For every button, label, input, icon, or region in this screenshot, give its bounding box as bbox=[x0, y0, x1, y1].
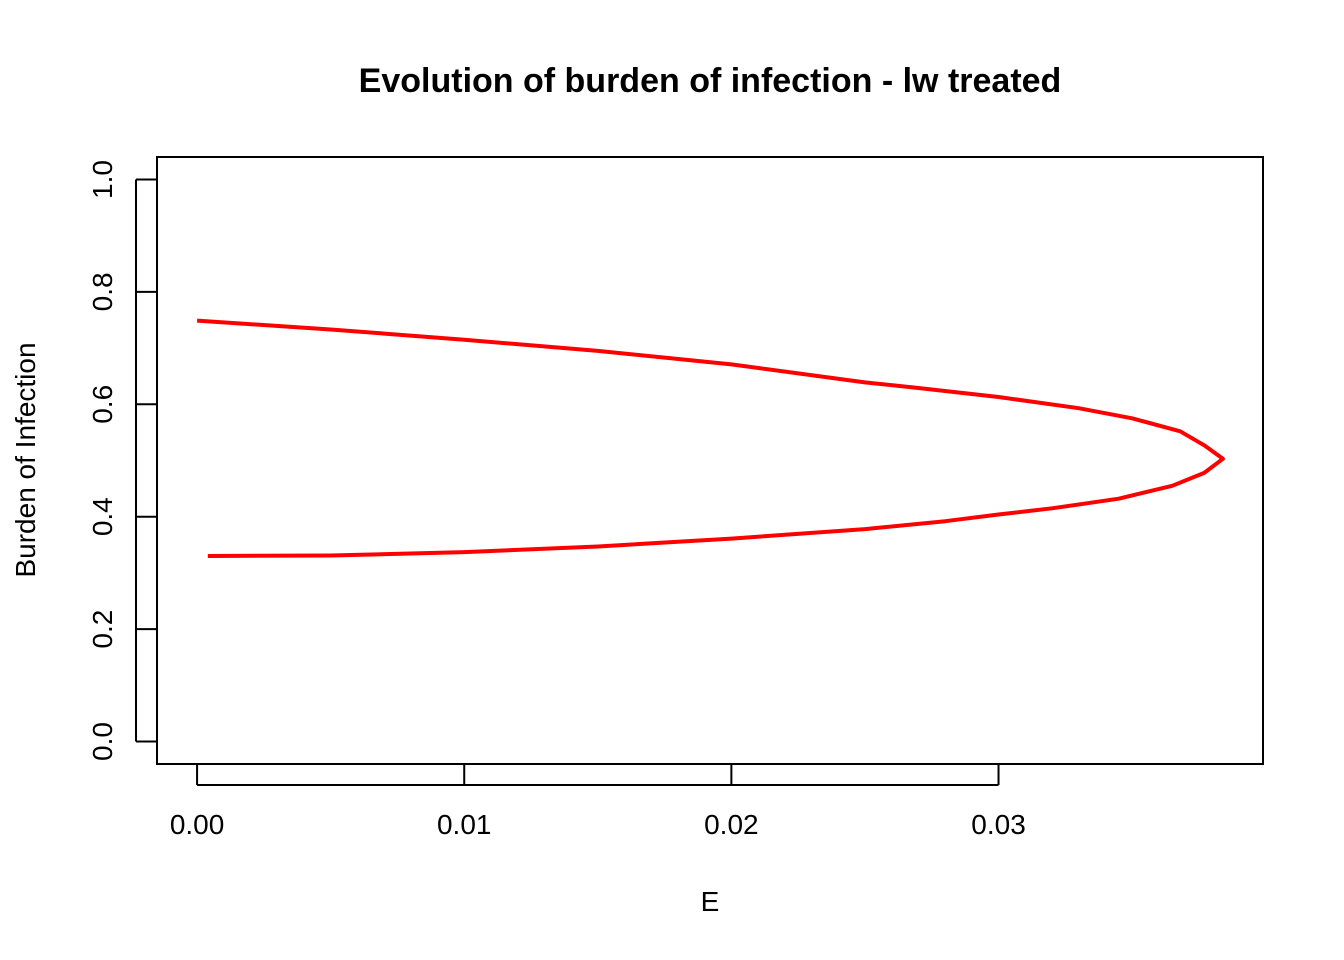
x-axis-label: E bbox=[701, 886, 720, 917]
x-axis: 0.00 0.01 0.02 0.03 bbox=[170, 764, 1026, 840]
x-tick-label: 0.02 bbox=[704, 809, 759, 840]
y-tick-label: 0.2 bbox=[87, 610, 118, 649]
x-tick-label: 0.00 bbox=[170, 809, 225, 840]
y-tick-label: 0.0 bbox=[87, 722, 118, 761]
y-tick-label: 0.6 bbox=[87, 385, 118, 424]
y-axis: 0.0 0.2 0.4 0.6 0.8 1.0 bbox=[87, 160, 157, 761]
y-tick-label: 1.0 bbox=[87, 160, 118, 199]
y-tick-label: 0.8 bbox=[87, 272, 118, 311]
x-tick-label: 0.01 bbox=[437, 809, 492, 840]
series-layer bbox=[196, 318, 1225, 558]
x-tick-label: 0.03 bbox=[971, 809, 1026, 840]
series-line bbox=[196, 318, 1225, 558]
y-tick-label: 0.4 bbox=[87, 497, 118, 536]
y-axis-label: Burden of Infection bbox=[10, 342, 41, 577]
plot-box bbox=[156, 156, 1264, 765]
chart-title: Evolution of burden of infection - lw tr… bbox=[359, 62, 1062, 100]
